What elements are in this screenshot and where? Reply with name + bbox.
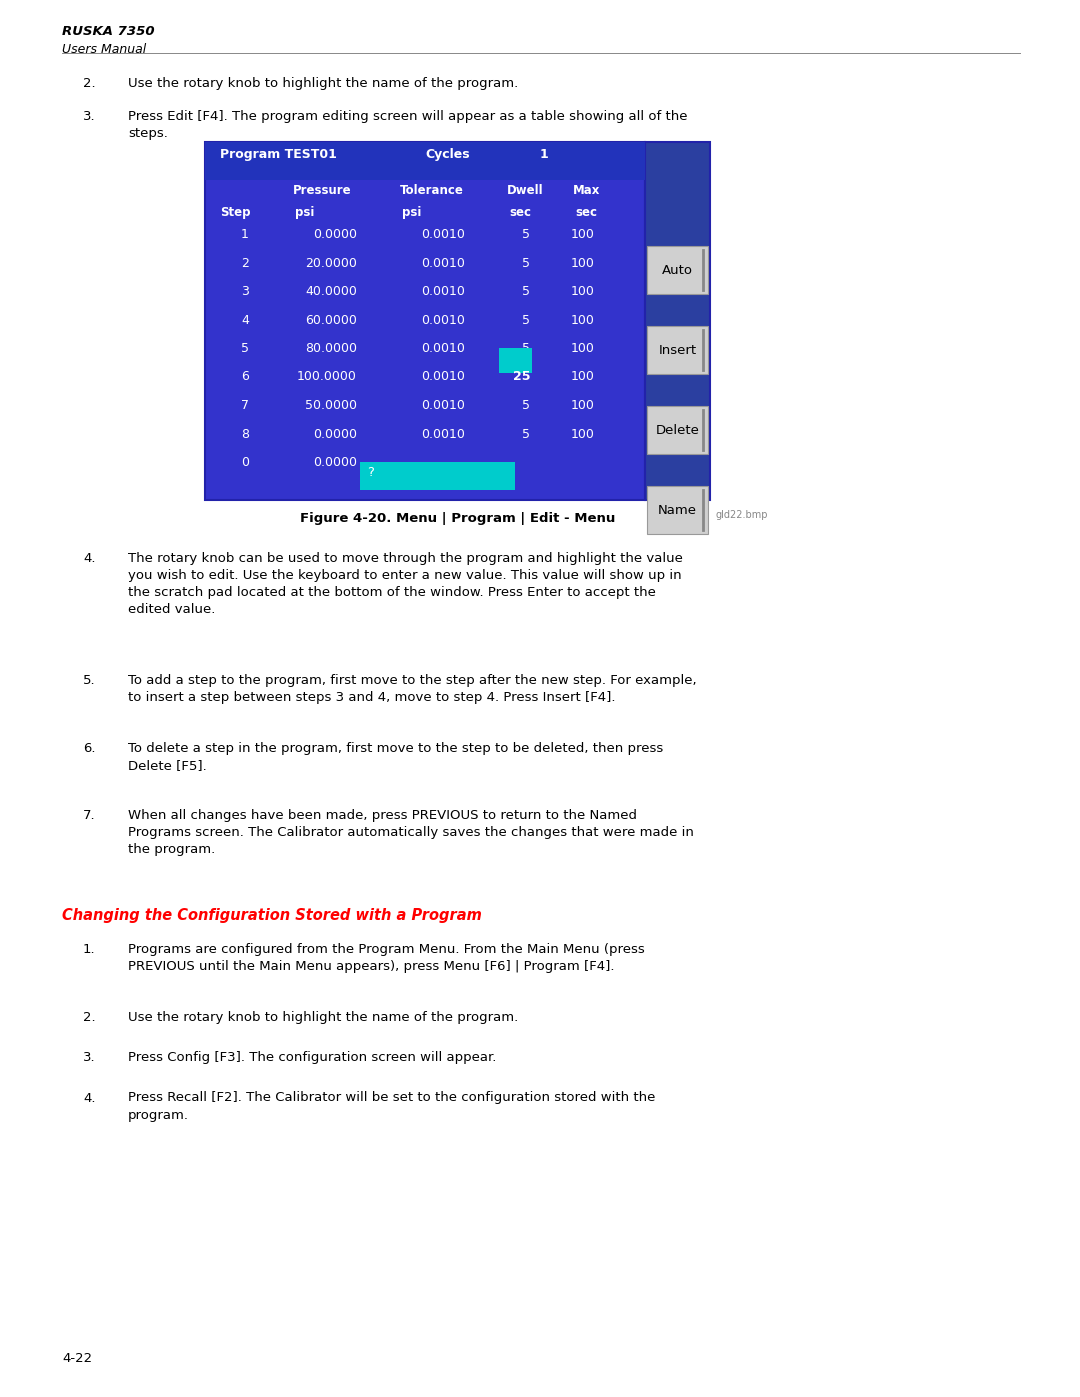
- Text: Dwell: Dwell: [507, 184, 543, 197]
- Text: 100: 100: [571, 285, 595, 298]
- Text: 7: 7: [241, 400, 249, 412]
- Text: Name: Name: [658, 503, 697, 517]
- Text: 100: 100: [571, 342, 595, 355]
- Text: 2.: 2.: [83, 1011, 96, 1024]
- Text: RUSKA 7350: RUSKA 7350: [62, 25, 154, 38]
- Text: Figure 4-20. Menu | Program | Edit - Menu: Figure 4-20. Menu | Program | Edit - Men…: [300, 511, 616, 525]
- Text: Program TEST01: Program TEST01: [220, 148, 337, 161]
- Text: Cycles: Cycles: [426, 148, 470, 161]
- Text: gld22.bmp: gld22.bmp: [715, 510, 768, 520]
- Text: 4.: 4.: [83, 552, 95, 564]
- Text: 5: 5: [522, 257, 530, 270]
- Text: 5: 5: [522, 313, 530, 327]
- Text: 7.: 7.: [83, 809, 96, 823]
- Text: Insert: Insert: [659, 344, 697, 356]
- Text: 1.: 1.: [83, 943, 96, 957]
- Text: Step: Step: [220, 205, 251, 219]
- Text: 0.0000: 0.0000: [313, 455, 357, 469]
- Text: Tolerance: Tolerance: [400, 184, 464, 197]
- Text: Changing the Configuration Stored with a Program: Changing the Configuration Stored with a…: [62, 908, 482, 923]
- Text: 0.0010: 0.0010: [421, 257, 465, 270]
- Text: sec: sec: [575, 205, 597, 219]
- Text: 6: 6: [241, 370, 249, 384]
- Text: psi: psi: [402, 205, 421, 219]
- Text: Max: Max: [573, 184, 600, 197]
- FancyBboxPatch shape: [205, 142, 645, 180]
- Text: 100: 100: [571, 313, 595, 327]
- Text: 1: 1: [540, 148, 549, 161]
- Text: Delete: Delete: [656, 423, 700, 436]
- Text: Use the rotary knob to highlight the name of the program.: Use the rotary knob to highlight the nam…: [129, 77, 518, 89]
- Text: 100: 100: [571, 400, 595, 412]
- Text: 0.0010: 0.0010: [421, 400, 465, 412]
- Text: sec: sec: [509, 205, 531, 219]
- Text: 4.: 4.: [83, 1091, 95, 1105]
- Text: Use the rotary knob to highlight the name of the program.: Use the rotary knob to highlight the nam…: [129, 1011, 518, 1024]
- Text: 5: 5: [241, 342, 249, 355]
- Text: 3.: 3.: [83, 1051, 96, 1065]
- Text: Programs are configured from the Program Menu. From the Main Menu (press
PREVIOU: Programs are configured from the Program…: [129, 943, 645, 974]
- Text: ?: ?: [367, 467, 374, 479]
- Text: 5: 5: [522, 342, 530, 355]
- FancyBboxPatch shape: [205, 142, 645, 500]
- Text: Pressure: Pressure: [293, 184, 352, 197]
- Text: 20.0000: 20.0000: [306, 257, 357, 270]
- Text: 0.0010: 0.0010: [421, 342, 465, 355]
- Text: 5: 5: [522, 228, 530, 242]
- Text: 4-22: 4-22: [62, 1352, 92, 1365]
- Text: 25: 25: [513, 370, 530, 384]
- Text: 0.0010: 0.0010: [421, 285, 465, 298]
- Text: When all changes have been made, press PREVIOUS to return to the Named
Programs : When all changes have been made, press P…: [129, 809, 693, 856]
- Text: Press Config [F3]. The configuration screen will appear.: Press Config [F3]. The configuration scr…: [129, 1051, 497, 1065]
- Text: 0: 0: [241, 455, 249, 469]
- Text: 6.: 6.: [83, 742, 95, 754]
- Text: 0.0010: 0.0010: [421, 427, 465, 440]
- Text: 2: 2: [241, 257, 249, 270]
- Text: 0.0010: 0.0010: [421, 370, 465, 384]
- Text: 2.: 2.: [83, 77, 96, 89]
- Text: 0.0000: 0.0000: [313, 427, 357, 440]
- Text: 8: 8: [241, 427, 249, 440]
- FancyBboxPatch shape: [647, 246, 708, 293]
- FancyBboxPatch shape: [647, 407, 708, 454]
- Text: Press Recall [F2]. The Calibrator will be set to the configuration stored with t: Press Recall [F2]. The Calibrator will b…: [129, 1091, 656, 1122]
- Text: To delete a step in the program, first move to the step to be deleted, then pres: To delete a step in the program, first m…: [129, 742, 663, 771]
- Text: 100: 100: [571, 228, 595, 242]
- Text: 3.: 3.: [83, 109, 96, 123]
- Text: 80.0000: 80.0000: [305, 342, 357, 355]
- Text: 3: 3: [241, 285, 249, 298]
- Text: 0.0010: 0.0010: [421, 313, 465, 327]
- Text: Auto: Auto: [662, 264, 693, 277]
- Text: 40.0000: 40.0000: [306, 285, 357, 298]
- Text: 5.: 5.: [83, 675, 96, 687]
- FancyBboxPatch shape: [647, 486, 708, 534]
- Text: 4: 4: [241, 313, 249, 327]
- Text: psi: psi: [295, 205, 314, 219]
- Text: 1: 1: [241, 228, 249, 242]
- Text: 0.0000: 0.0000: [313, 228, 357, 242]
- Text: To add a step to the program, first move to the step after the new step. For exa: To add a step to the program, first move…: [129, 675, 697, 704]
- Text: 100: 100: [571, 257, 595, 270]
- FancyBboxPatch shape: [499, 348, 532, 373]
- Text: 60.0000: 60.0000: [306, 313, 357, 327]
- Text: 50.0000: 50.0000: [305, 400, 357, 412]
- FancyBboxPatch shape: [645, 142, 710, 500]
- FancyBboxPatch shape: [360, 462, 515, 490]
- Text: 0.0010: 0.0010: [421, 228, 465, 242]
- Text: 5: 5: [522, 400, 530, 412]
- Text: 5: 5: [522, 285, 530, 298]
- Text: 100: 100: [571, 370, 595, 384]
- Text: The rotary knob can be used to move through the program and highlight the value
: The rotary knob can be used to move thro…: [129, 552, 683, 616]
- FancyBboxPatch shape: [647, 326, 708, 374]
- Text: 100: 100: [571, 427, 595, 440]
- Text: 5: 5: [522, 427, 530, 440]
- Text: Users Manual: Users Manual: [62, 43, 146, 56]
- Text: Press Edit [F4]. The program editing screen will appear as a table showing all o: Press Edit [F4]. The program editing scr…: [129, 109, 688, 140]
- Text: 100.0000: 100.0000: [297, 370, 357, 384]
